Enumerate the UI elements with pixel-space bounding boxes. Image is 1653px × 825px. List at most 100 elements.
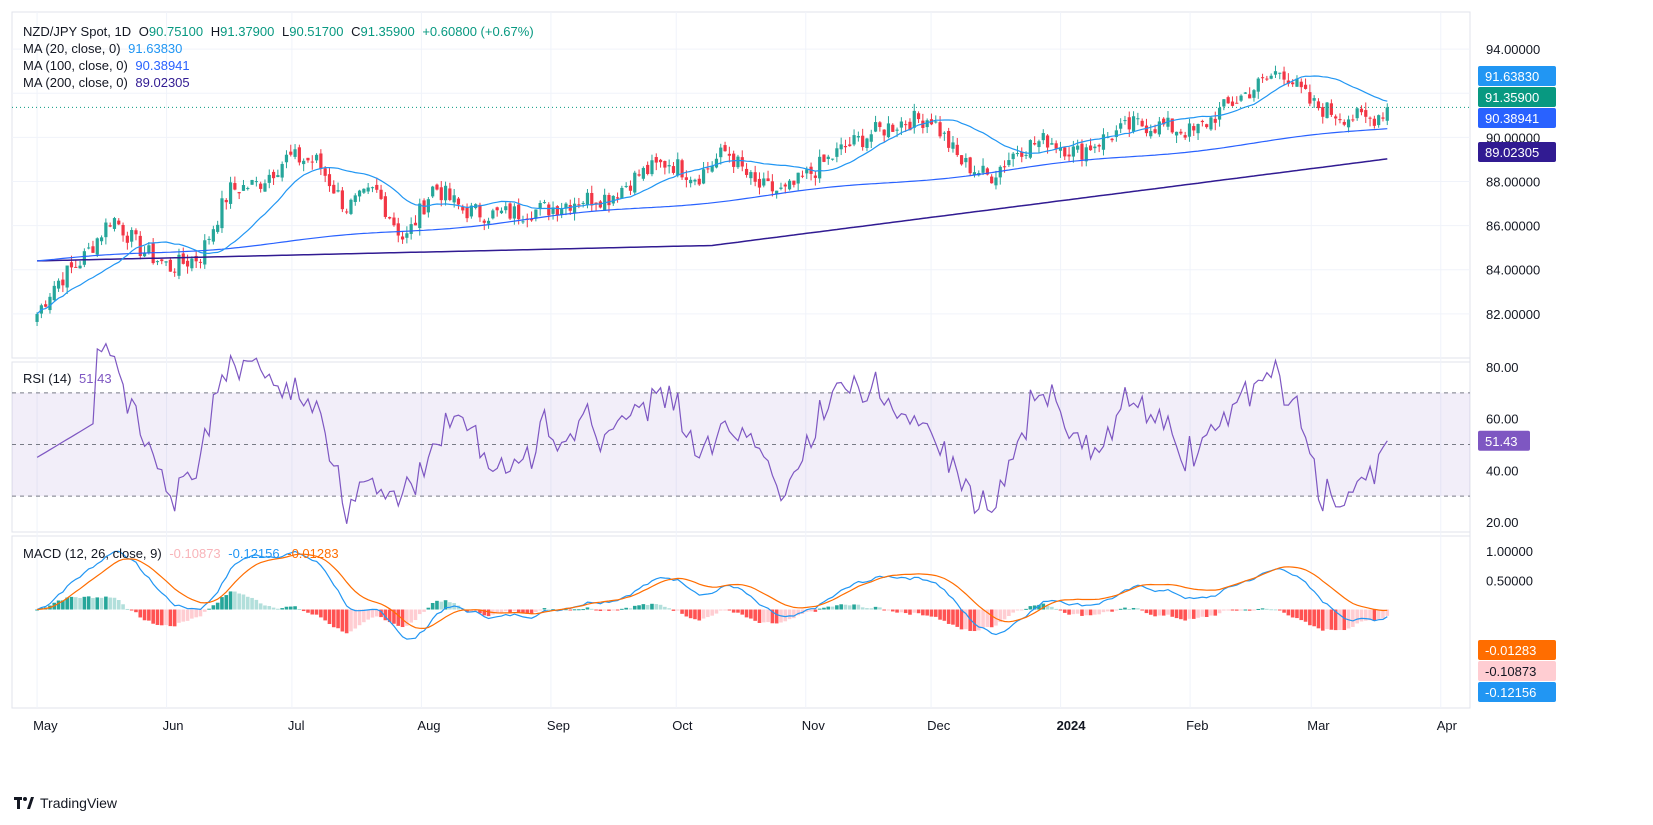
- macd-hist-bar: [822, 607, 826, 610]
- ma200-line: [37, 158, 1388, 262]
- symbol-title: NZD/JPY Spot, 1D: [23, 24, 132, 39]
- candle-body: [418, 203, 422, 229]
- macd-price-badge: -0.12156: [1485, 685, 1536, 700]
- candle-body: [349, 199, 353, 214]
- ohlc-open-key: O: [138, 24, 149, 39]
- rsi-legend[interactable]: RSI (14) 51.43: [23, 370, 116, 387]
- macd-hist-bar: [288, 606, 293, 610]
- macd-hist-bar: [215, 602, 220, 610]
- macd-hist-bar: [1265, 608, 1269, 610]
- candle-body: [263, 183, 267, 192]
- macd-hist-bar: [387, 609, 392, 623]
- candle-body: [112, 218, 117, 229]
- candle-body: [134, 230, 138, 235]
- candle-body: [1342, 121, 1346, 125]
- macd-hist-bar: [538, 609, 542, 611]
- macd-hist-bar: [271, 607, 276, 610]
- candle-body: [869, 134, 873, 142]
- candle-body: [1007, 160, 1011, 166]
- candle-body: [108, 225, 112, 227]
- candle-body: [1256, 78, 1260, 92]
- candle-body: [1123, 120, 1127, 122]
- macd-hist-bar: [448, 602, 452, 610]
- macd-hist-bar: [86, 596, 91, 610]
- macd-hist-bar: [933, 609, 938, 617]
- macd-hist-bar: [129, 609, 134, 611]
- candle-body: [641, 167, 645, 179]
- macd-hist-bar: [91, 597, 95, 610]
- macd-hist-bar: [250, 597, 254, 610]
- macd-hist-bar: [164, 609, 168, 626]
- macd-hist-bar: [895, 609, 899, 613]
- ohlc-open: 90.75100: [148, 24, 204, 39]
- candle-body: [1368, 117, 1372, 119]
- candle-body: [577, 204, 581, 206]
- candle-body: [620, 187, 624, 199]
- candle-body: [216, 224, 220, 232]
- macd-hist-bar: [1234, 609, 1239, 611]
- macd-hist-bar: [121, 604, 125, 610]
- macd-hist-bar: [357, 609, 362, 626]
- macd-hist-bar: [1295, 609, 1299, 619]
- candle-body: [835, 148, 839, 157]
- ma20-legend[interactable]: MA (20, close, 0) 91.63830: [23, 40, 542, 57]
- macd-hist-bar: [809, 609, 813, 612]
- candle-body: [1252, 90, 1256, 98]
- macd-hist-bar: [1187, 609, 1192, 619]
- candle-body: [1028, 140, 1032, 158]
- rsi-tick-label: 20.00: [1486, 515, 1519, 530]
- macd-hist-bar: [293, 606, 297, 610]
- candle-body: [1020, 151, 1024, 157]
- macd-hist-bar: [1093, 609, 1097, 615]
- macd-hist-bar: [865, 608, 869, 610]
- candle-body: [615, 197, 620, 199]
- candle-body: [198, 261, 203, 263]
- candle-body: [744, 168, 749, 175]
- macd-hist-bar: [607, 609, 611, 611]
- signal-price-badge: -0.01283: [1485, 643, 1536, 658]
- candle-body: [611, 195, 615, 204]
- macd-hist-bar: [1157, 609, 1162, 616]
- ma100-legend[interactable]: MA (100, close, 0) 90.38941: [23, 57, 542, 74]
- macd-hist-bar: [1209, 609, 1213, 616]
- candle-body: [736, 156, 740, 168]
- macd-hist-bar: [675, 609, 680, 611]
- ma200-legend[interactable]: MA (200, close, 0) 89.02305: [23, 74, 542, 91]
- macd-hist-bar: [61, 600, 65, 610]
- macd-hist-bar: [344, 609, 349, 634]
- macd-hist-bar: [327, 609, 332, 625]
- candle-body: [504, 206, 508, 211]
- macd-hist-bar: [1170, 609, 1175, 617]
- candle-body: [1334, 116, 1338, 119]
- candle-body: [1153, 129, 1157, 133]
- candle-body: [538, 203, 542, 209]
- candle-body: [314, 154, 319, 161]
- candle-body: [1063, 147, 1067, 157]
- macd-hist-bar: [688, 609, 693, 619]
- candle-body: [990, 176, 994, 184]
- x-tick-label: Feb: [1186, 718, 1208, 733]
- macd-line: [36, 550, 1388, 640]
- macd-hist-bar: [1239, 609, 1243, 611]
- x-tick-label: 2024: [1057, 718, 1087, 733]
- macd-histogram: [35, 591, 1390, 634]
- candle-body: [173, 271, 177, 273]
- macd-hist-bar: [220, 597, 224, 610]
- macd-hist-bar: [443, 600, 448, 610]
- candle-body: [994, 177, 998, 186]
- macd-hist-bar: [1191, 609, 1196, 619]
- candle-body: [1243, 92, 1247, 94]
- macd-hist-bar: [641, 604, 646, 610]
- candle-body: [839, 144, 843, 150]
- macd-hist-bar: [774, 609, 779, 624]
- candle-body: [250, 179, 254, 185]
- macd-hist-bar: [417, 609, 422, 615]
- macd-hist-bar: [964, 609, 968, 630]
- candle-body: [727, 153, 731, 156]
- tradingview-logo[interactable]: TradingView: [14, 795, 117, 811]
- macd-hist-bar: [473, 609, 478, 612]
- macd-legend[interactable]: MACD (12, 26, close, 9) -0.10873 -0.1215…: [23, 545, 343, 562]
- macd-hist-bar: [465, 609, 469, 612]
- candle-body: [942, 132, 946, 134]
